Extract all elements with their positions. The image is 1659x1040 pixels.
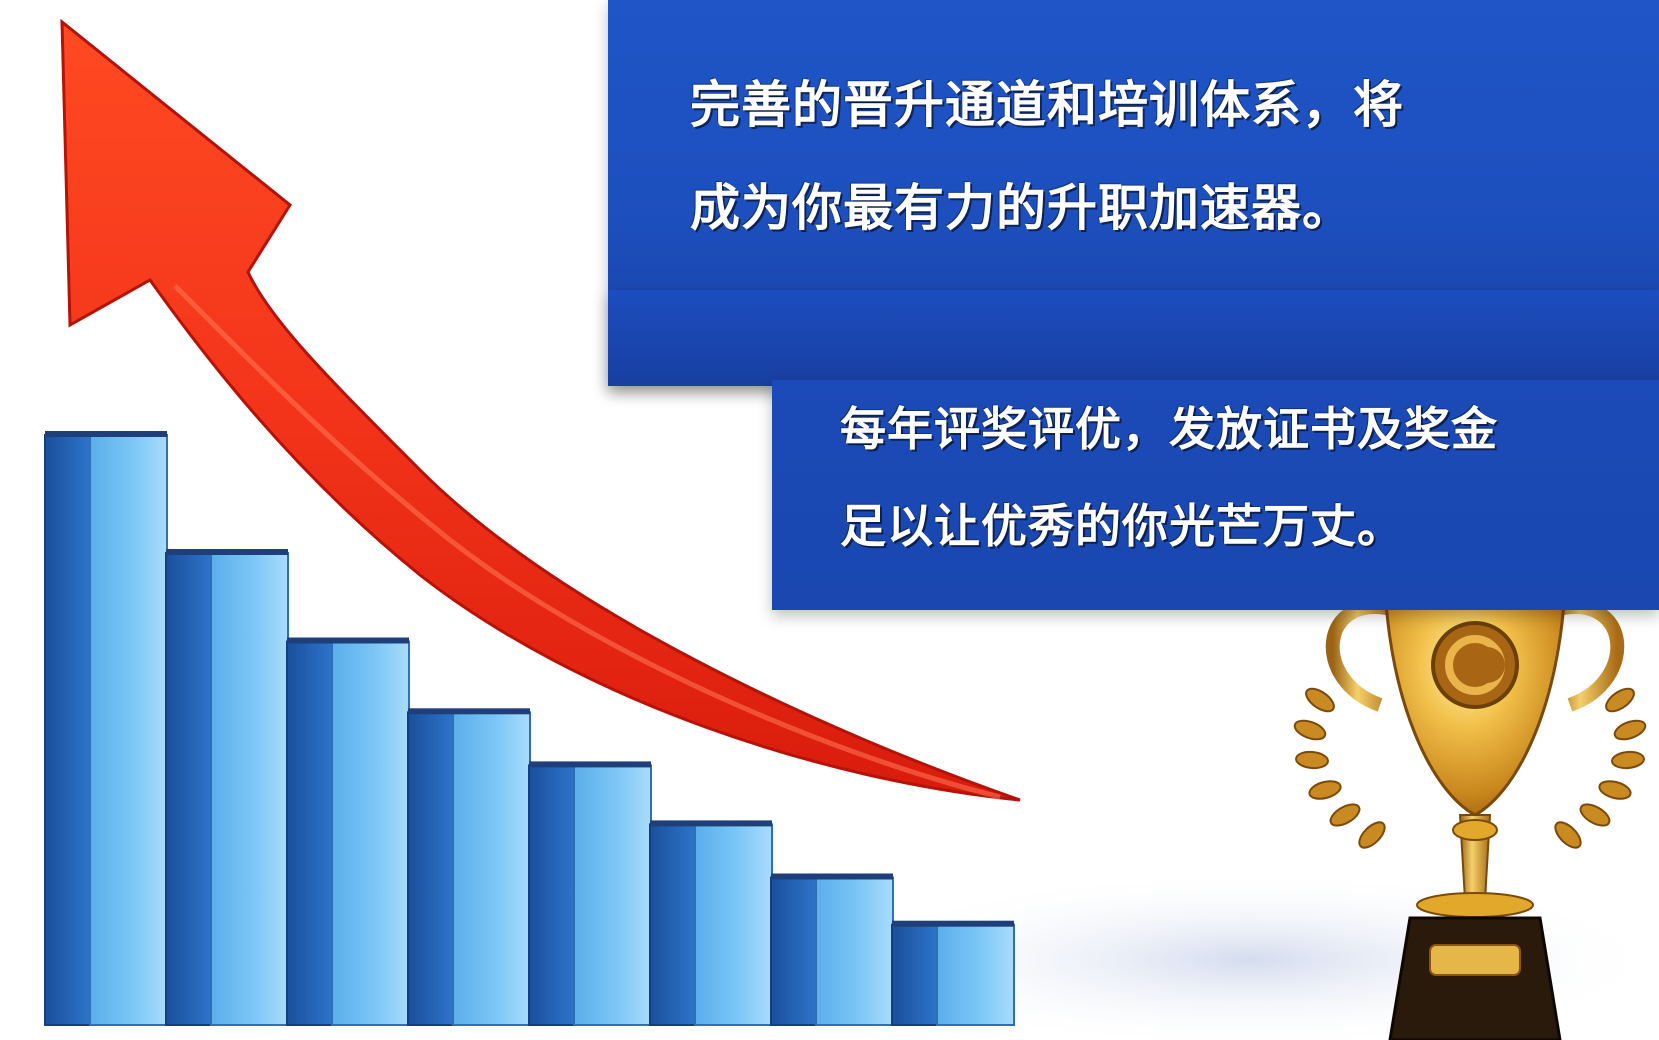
bar-top-edge [287, 637, 409, 644]
bar-front [210, 552, 289, 1026]
bar-front [89, 434, 168, 1026]
bar-side [407, 711, 454, 1026]
bar-front [452, 711, 531, 1026]
bar-top-edge [650, 820, 772, 827]
bar-top-edge [166, 549, 288, 555]
bar-1 [44, 431, 168, 1026]
bottom-panel-line-1: 每年评奖评优，发放证书及奖金 [840, 402, 1498, 456]
info-panel-bottom [772, 380, 1659, 610]
bar-top-edge [529, 761, 651, 768]
bar-2 [165, 549, 289, 1026]
bar-5 [528, 761, 652, 1027]
bar-front [694, 823, 773, 1027]
bar-side [44, 434, 91, 1026]
bar-top-edge [771, 873, 893, 880]
bar-side [165, 552, 212, 1026]
bar-7 [770, 873, 894, 1026]
bar-side [286, 640, 333, 1026]
bar-top-edge [892, 920, 1014, 927]
bar-8 [891, 920, 1015, 1027]
bar-side [528, 764, 575, 1027]
bar-side [649, 823, 696, 1027]
bar-front [936, 923, 1015, 1027]
top-panel-line-1: 完善的晋升通道和培训体系，将 [690, 76, 1404, 134]
info-panel-top-band [608, 290, 1659, 386]
bar-top-edge [408, 708, 530, 715]
gold-trophy-icon [1293, 572, 1647, 1040]
red-growth-arrow-icon [60, 18, 1021, 802]
bar-front [815, 876, 894, 1026]
bar-side [891, 923, 938, 1027]
bar-side [770, 876, 817, 1026]
bottom-panel-line-2: 足以让优秀的你光芒万丈。 [840, 499, 1404, 553]
bar-6 [649, 820, 773, 1027]
bar-front [573, 764, 652, 1027]
bar-front [331, 640, 410, 1026]
bar-3 [286, 637, 410, 1026]
bar-top-edge [45, 431, 167, 437]
top-panel-line-2: 成为你最有力的升职加速器。 [690, 179, 1353, 237]
bar-4 [407, 708, 531, 1026]
bar-chart [44, 431, 1015, 1027]
